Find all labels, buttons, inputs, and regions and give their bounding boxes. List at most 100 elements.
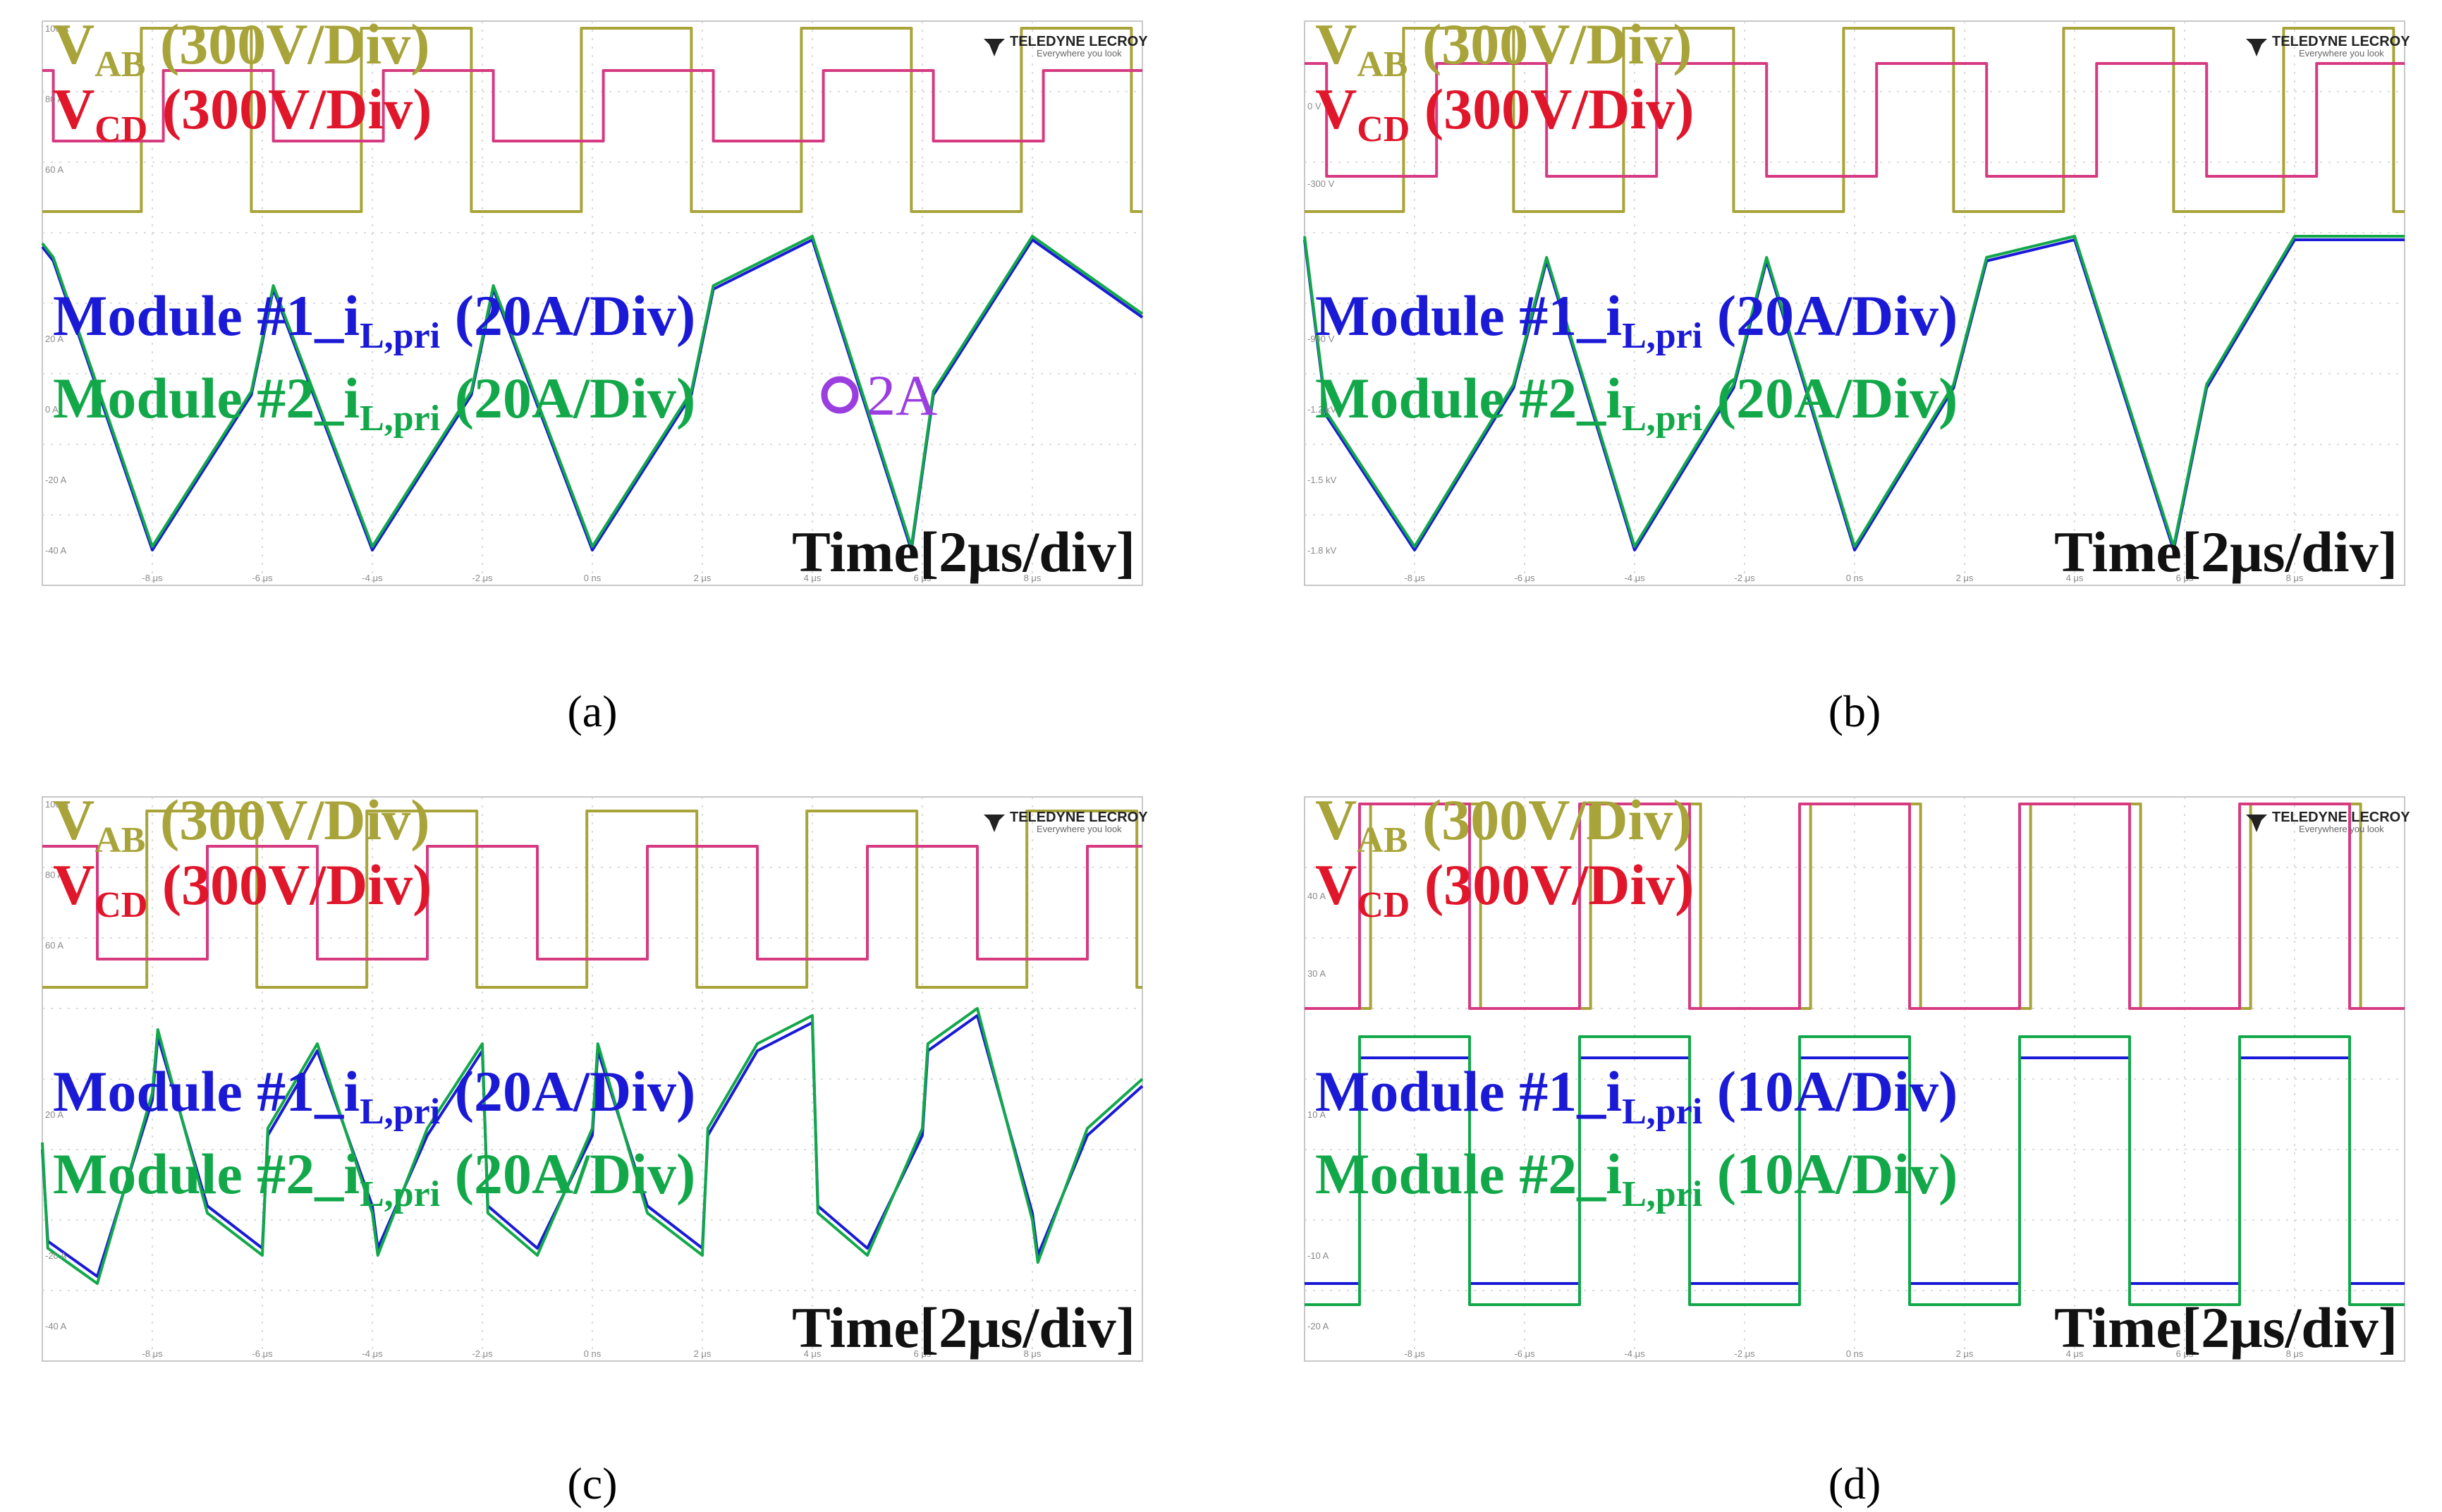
legend-module2: Module #2_iL,pri (10A/Div) — [1315, 1142, 1958, 1214]
legend-module1: Module #1_iL,pri (10A/Div) — [1315, 1059, 1958, 1132]
x-tick-label: -8 μs — [142, 573, 163, 583]
panel-a-traces — [41, 27, 1144, 551]
legend-vcd: VCD (300V/Div) — [1315, 77, 1694, 150]
x-tick-label: 4 μs — [804, 573, 822, 583]
x-tick-label: 2 μs — [1956, 573, 1974, 583]
y-tick-label: -1.5 kV — [1307, 475, 1337, 485]
y-tick-label: -40 A — [45, 545, 67, 556]
panel-a-grid — [42, 21, 1142, 585]
x-tick-label: 6 μs — [914, 1348, 932, 1359]
x-tick-label: 8 μs — [1024, 1348, 1042, 1359]
brand-name: TELEDYNE LECROY — [1010, 810, 1148, 825]
x-tick-label: -6 μs — [252, 1348, 273, 1359]
panel-d-legend: VAB (300V/Div) VCD (300V/Div) Module #1_… — [1315, 788, 1958, 1214]
trace-v-cd — [1305, 803, 2405, 1010]
x-tick-label: -2 μs — [472, 1348, 493, 1359]
x-tick-label: -4 μs — [1624, 573, 1645, 583]
x-tick-label: 4 μs — [2066, 573, 2084, 583]
panel-c-x-ticks: -8 μs -6 μs -4 μs -2 μs 0 ns 2 μs 4 μs 6 μs 8 μs — [142, 1348, 1041, 1359]
brand-logo-icon — [2246, 39, 2267, 56]
panel-a-x-label: Time[2μs/div] — [792, 520, 1135, 584]
brand-logo-icon — [984, 815, 1005, 832]
panel-b: 0 V -300 V -900 V -1.2 kV -1.5 kV -1.8 kV -8 … — [1303, 12, 2410, 736]
annotation-label: 2A — [867, 363, 937, 427]
legend-vab: VAB (300V/Div) — [53, 12, 430, 85]
x-tick-label: -8 μs — [142, 1348, 163, 1359]
y-tick-label: -20 A — [1307, 1321, 1329, 1331]
trace-v-ab — [42, 810, 1142, 989]
x-tick-label: 6 μs — [2176, 1348, 2194, 1359]
x-tick-label: 4 μs — [804, 1348, 822, 1359]
panel-b-brand: TELEDYNE LECROY Everywhere you look — [2246, 34, 2410, 59]
brand-tagline: Everywhere you look — [2299, 824, 2384, 834]
brand-tagline: Everywhere you look — [1037, 824, 1122, 834]
trace-v-cd — [1305, 62, 2405, 178]
x-tick-label: -8 μs — [1404, 573, 1425, 583]
x-tick-label: 6 μs — [914, 573, 932, 583]
y-tick-label: 10 A — [1307, 1109, 1326, 1120]
panel-d-label: (d) — [1829, 1458, 1881, 1508]
y-tick-label: 20 A — [45, 334, 63, 344]
legend-module1: Module #1_iL,pri (20A/Div) — [53, 1059, 695, 1132]
legend-vab: VAB (300V/Div) — [1315, 788, 1692, 860]
panel-a-y-ticks: 100 A 80 A 60 A 20 A 0 A -20 A -40 A — [45, 23, 69, 556]
x-tick-label: -6 μs — [252, 573, 273, 583]
trace-v-cd — [42, 845, 1142, 961]
y-tick-label: 80 A — [45, 870, 63, 880]
x-tick-label: 8 μs — [1024, 573, 1042, 583]
trace-module-2-i-l-pri — [41, 1007, 1144, 1285]
x-tick-label: 0 ns — [1846, 573, 1864, 583]
panel-c-grid — [42, 797, 1142, 1361]
x-tick-label: 0 ns — [584, 1348, 602, 1359]
panel-b-grid — [1305, 21, 2405, 585]
trace-module-2-i-l-pri — [1305, 1035, 2405, 1306]
panel-d-x-label: Time[2μs/div] — [2054, 1295, 2398, 1360]
y-tick-label: 40 A — [1307, 891, 1326, 901]
brand-name: TELEDYNE LECROY — [2272, 34, 2410, 49]
trace-v-ab — [1305, 27, 2405, 213]
x-tick-label: 8 μs — [2286, 573, 2304, 583]
y-tick-label: -10 A — [1307, 1250, 1329, 1261]
legend-vcd: VCD (300V/Div) — [53, 853, 432, 925]
panel-d-x-ticks: -8 μs -6 μs -4 μs -2 μs 0 ns 2 μs 4 μs 6 μs 8 μs — [1404, 1348, 2303, 1359]
y-tick-label: 20 A — [45, 1109, 63, 1120]
y-tick-label: -900 V — [1307, 334, 1335, 344]
panel-a-legend: VAB (300V/Div) VCD (300V/Div) Module #1_… — [53, 12, 695, 439]
trace-v-cd — [42, 69, 1142, 142]
panel-d-brand: TELEDYNE LECROY Everywhere you look — [2246, 810, 2410, 834]
panel-d-y-ticks: 40 A 30 A 10 A -10 A -20 A — [1307, 891, 1329, 1331]
y-tick-label: 60 A — [45, 164, 63, 175]
legend-vab: VAB (300V/Div) — [1315, 12, 1692, 85]
panel-b-legend: VAB (300V/Div) VCD (300V/Div) Module #1_… — [1315, 12, 1958, 439]
brand-logo-icon — [2246, 815, 2267, 832]
brand-name: TELEDYNE LECROY — [1010, 34, 1148, 49]
x-tick-label: 4 μs — [2066, 1348, 2084, 1359]
panel-d-grid — [1305, 797, 2405, 1361]
panel-d-traces — [1305, 803, 2405, 1306]
y-tick-label: 0 V — [1307, 101, 1321, 111]
panel-c: 100 A 80 A 60 A 20 A -20 A -40 A -8 μs -6 μs -4… — [41, 788, 1148, 1508]
panel-b-traces — [1303, 27, 2405, 551]
panel-b-y-ticks: 0 V -300 V -900 V -1.2 kV -1.5 kV -1.8 kV — [1307, 101, 1337, 556]
brand-tagline: Everywhere you look — [1037, 48, 1122, 59]
y-tick-label: -1.2 kV — [1307, 404, 1337, 415]
panel-b-x-label: Time[2μs/div] — [2054, 520, 2398, 584]
x-tick-label: 8 μs — [2286, 1348, 2304, 1359]
y-tick-label: 60 A — [45, 940, 63, 951]
y-tick-label: 0 A — [45, 404, 59, 415]
panel-c-brand: TELEDYNE LECROY Everywhere you look — [984, 810, 1148, 834]
panel-c-legend: VAB (300V/Div) VCD (300V/Div) Module #1_… — [53, 788, 695, 1214]
x-tick-label: -2 μs — [1734, 573, 1755, 583]
brand-name: TELEDYNE LECROY — [2272, 810, 2410, 825]
y-tick-label: -1.8 kV — [1307, 545, 1337, 556]
legend-module1: Module #1_iL,pri (20A/Div) — [1315, 284, 1958, 356]
x-tick-label: -2 μs — [1734, 1348, 1755, 1359]
panel-a-brand: TELEDYNE LECROY Everywhere you look — [984, 34, 1148, 59]
panel-c-y-ticks: 100 A 80 A 60 A 20 A -20 A -40 A — [45, 799, 69, 1331]
panel-a-label: (a) — [567, 686, 617, 736]
y-tick-label: 100 A — [45, 799, 69, 810]
panel-d: 40 A 30 A 10 A -10 A -20 A -8 μs -6 μs -4 μs -2… — [1304, 788, 2410, 1508]
panel-b-label: (b) — [1829, 686, 1881, 736]
panel-c-traces — [41, 810, 1144, 1285]
